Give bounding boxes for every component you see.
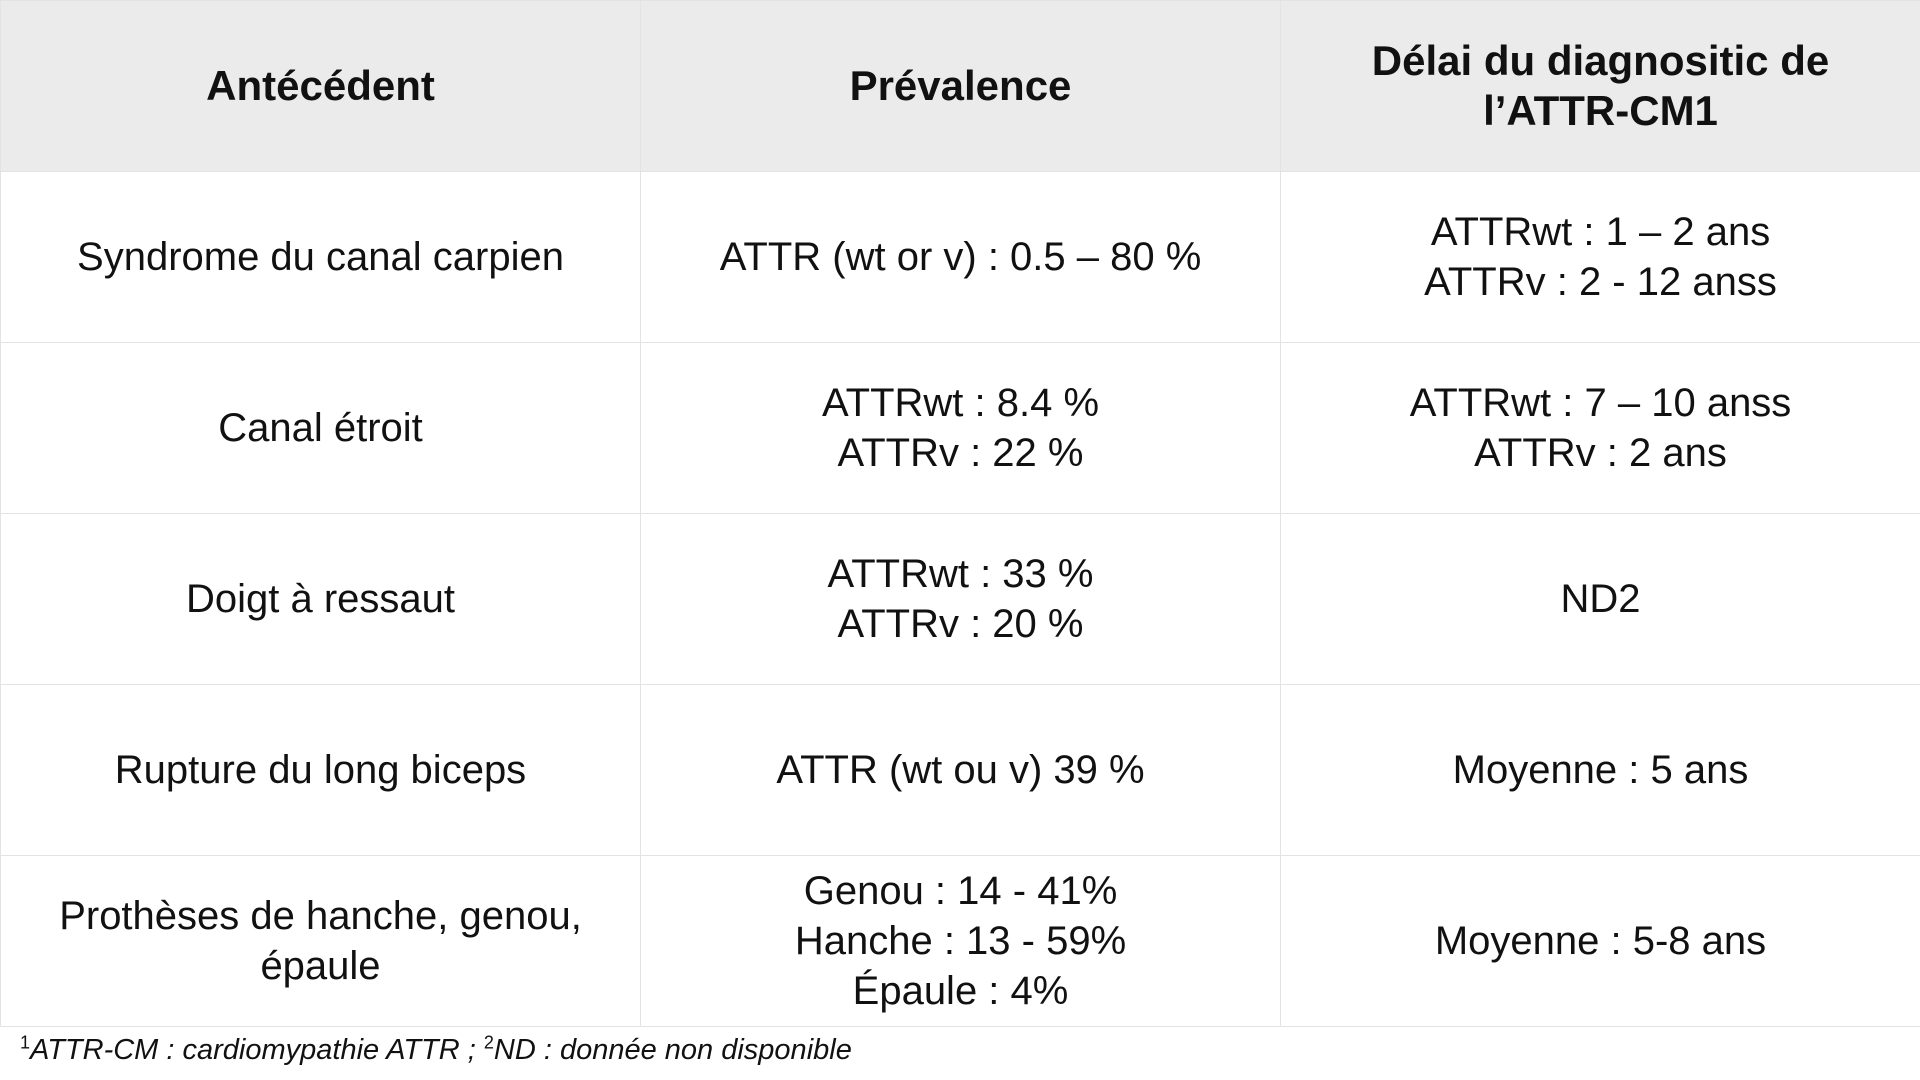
cell-text: Moyenne : 5 ans	[1452, 748, 1749, 792]
footnote: 1ATTR-CM : cardiomypathie ATTR ; 2ND : d…	[20, 1030, 852, 1070]
cell-delai: ATTRwt : 1 – 2 ans ATTRv : 2 - 12 anss	[1280, 171, 1920, 343]
cell-antecedent: Prothèses de hanche, genou, épaule	[0, 855, 641, 1027]
cell-text: ATTRwt : 1 – 2 ans	[1430, 210, 1771, 254]
cell-text: Prothèses de hanche, genou, épaule	[59, 894, 582, 988]
cell-prevalence: Genou : 14 - 41% Hanche : 13 - 59% Épaul…	[640, 855, 1281, 1027]
cell-prevalence: ATTRwt : 33 % ATTRv : 20 %	[640, 513, 1281, 685]
header-delai-label-line1: Délai du diagnositic de	[1371, 37, 1830, 84]
cell-text: ATTRv : 2 ans	[1474, 431, 1727, 475]
cell-text: ATTRv : 2 - 12 anss	[1424, 260, 1777, 304]
cell-antecedent: Syndrome du canal carpien	[0, 171, 641, 343]
cell-text: ATTRwt : 7 – 10 anss	[1409, 381, 1792, 425]
cell-text: Canal étroit	[218, 406, 423, 450]
footnote-marker-1: 1	[20, 1032, 31, 1053]
footnote-marker-2: 2	[483, 1032, 494, 1053]
cell-prevalence: ATTR (wt or v) : 0.5 – 80 %	[640, 171, 1281, 343]
cell-prevalence: ATTR (wt ou v) 39 %	[640, 684, 1281, 856]
cell-text: Doigt à ressaut	[185, 577, 456, 621]
antecedents-table: Antécédent Prévalence Délai du diagnosit…	[0, 0, 1920, 1027]
table-row: Canal étroit ATTRwt : 8.4 % ATTRv : 22 %…	[0, 342, 1920, 514]
cell-antecedent: Rupture du long biceps	[0, 684, 641, 856]
cell-text: ATTR (wt or v) : 0.5 – 80 %	[719, 235, 1202, 279]
cell-text: Moyenne : 5-8 ans	[1434, 919, 1767, 963]
cell-text: ATTRv : 20 %	[837, 602, 1084, 646]
cell-antecedent: Doigt à ressaut	[0, 513, 641, 685]
table-row: Rupture du long biceps ATTR (wt ou v) 39…	[0, 684, 1920, 856]
header-prevalence: Prévalence	[640, 0, 1281, 172]
table-header: Antécédent Prévalence Délai du diagnosit…	[0, 0, 1920, 172]
cell-text: Épaule : 4%	[852, 969, 1069, 1013]
cell-text: ATTRwt : 33 %	[827, 552, 1094, 596]
table-row: Prothèses de hanche, genou, épaule Genou…	[0, 855, 1920, 1027]
table-body: Syndrome du canal carpien ATTR (wt or v)…	[0, 171, 1920, 1027]
cell-text: Syndrome du canal carpien	[77, 235, 564, 279]
cell-text: Genou : 14 - 41%	[803, 869, 1118, 913]
cell-text: ATTRv : 22 %	[837, 431, 1084, 475]
cell-text: ATTR (wt ou v) 39 %	[776, 748, 1145, 792]
cell-text: Hanche : 13 - 59%	[794, 919, 1127, 963]
cell-delai: ATTRwt : 7 – 10 anss ATTRv : 2 ans	[1280, 342, 1920, 514]
table-row: Syndrome du canal carpien ATTR (wt or v)…	[0, 171, 1920, 343]
header-delai-label-line2: l’ATTR-CM1	[1483, 87, 1718, 134]
header-prevalence-label: Prévalence	[849, 62, 1072, 109]
footnote-text-1: ATTR-CM : cardiomypathie ATTR ;	[30, 1034, 484, 1066]
cell-delai: Moyenne : 5 ans	[1280, 684, 1920, 856]
header-delai: Délai du diagnositic de l’ATTR-CM1	[1280, 0, 1920, 172]
header-antecedent-label: Antécédent	[206, 62, 435, 109]
cell-delai: ND2	[1280, 513, 1920, 685]
header-antecedent: Antécédent	[0, 0, 641, 172]
cell-text: ATTRwt : 8.4 %	[821, 381, 1100, 425]
cell-text: Rupture du long biceps	[114, 748, 527, 792]
cell-delai: Moyenne : 5-8 ans	[1280, 855, 1920, 1027]
cell-antecedent: Canal étroit	[0, 342, 641, 514]
header-row: Antécédent Prévalence Délai du diagnosit…	[0, 0, 1920, 172]
footnote-text-2: ND : donnée non disponible	[493, 1034, 852, 1066]
cell-text: ND2	[1560, 577, 1641, 621]
table-row: Doigt à ressaut ATTRwt : 33 % ATTRv : 20…	[0, 513, 1920, 685]
cell-prevalence: ATTRwt : 8.4 % ATTRv : 22 %	[640, 342, 1281, 514]
